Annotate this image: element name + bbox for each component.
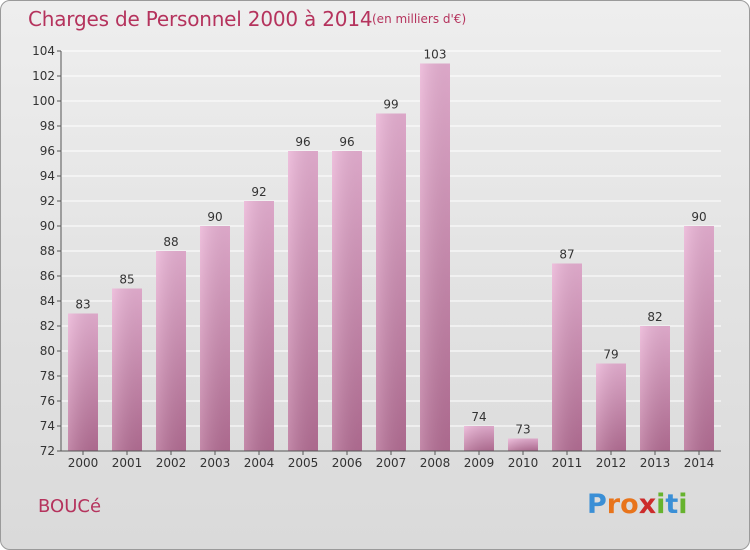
x-tick-label: 2003 [200,456,231,470]
bar-shade [420,63,450,451]
y-tick-label: 74 [40,419,55,433]
bar-shade [508,438,538,451]
x-tick-label: 2013 [640,456,671,470]
data-label: 82 [647,310,662,324]
y-tick-label: 76 [40,394,55,408]
x-tick-label: 2012 [596,456,627,470]
x-tick-label: 2009 [464,456,495,470]
x-tick-label: 2000 [68,456,99,470]
data-label: 103 [424,48,447,62]
x-tick-label: 2014 [684,456,715,470]
x-tick-label: 2010 [508,456,539,470]
logo-letter: P [587,489,607,520]
data-label: 92 [251,185,266,199]
y-tick-label: 88 [40,244,55,258]
logo-letter: t [665,489,679,520]
bar-shade [112,288,142,451]
logo-letter: i [656,489,666,520]
y-tick-label: 84 [40,294,55,308]
bar-shade [200,226,230,451]
chart-title: Charges de Personnel 2000 à 2014 [28,7,373,31]
data-label: 85 [119,273,134,287]
data-label: 73 [515,423,530,437]
y-tick-label: 78 [40,369,55,383]
bar-shade [68,313,98,451]
bar-shade [288,151,318,451]
y-tick-label: 104 [32,44,55,58]
bar-shade [376,113,406,451]
y-tick-label: 100 [32,94,55,108]
data-label: 96 [339,135,354,149]
commune-name: BOUCé [38,496,102,517]
chart-subtitle: (en milliers d'€) [372,12,467,26]
y-tick-label: 80 [40,344,55,358]
bar-shade [244,201,274,451]
logo-letter: i [678,489,688,520]
data-label: 79 [603,348,618,362]
x-tick-label: 2001 [112,456,143,470]
x-tick-label: 2008 [420,456,451,470]
x-tick-label: 2007 [376,456,407,470]
logo-letter: o [620,489,639,520]
x-tick-label: 2004 [244,456,275,470]
data-label: 99 [383,98,398,112]
y-tick-label: 90 [40,219,55,233]
proxiti-logo: Proxiti [587,489,688,520]
bar-shade [332,151,362,451]
y-tick-label: 82 [40,319,55,333]
logo-letter: r [606,489,621,520]
y-tick-label: 98 [40,119,55,133]
bar-shade [684,226,714,451]
bar-shade [640,326,670,451]
bar-shade [596,363,626,451]
data-label: 90 [691,210,706,224]
x-tick-label: 2005 [288,456,319,470]
y-tick-label: 102 [32,69,55,83]
data-label: 74 [471,410,486,424]
bar-shade [552,263,582,451]
x-tick-label: 2006 [332,456,363,470]
data-label: 88 [163,235,178,249]
y-tick-label: 72 [40,444,55,458]
x-tick-label: 2011 [552,456,583,470]
bar-shade [156,251,186,451]
y-tick-label: 94 [40,169,55,183]
bar-shade [464,426,494,451]
data-label: 90 [207,210,222,224]
logo-letter: x [638,489,657,520]
data-label: 83 [75,298,90,312]
x-tick-label: 2002 [156,456,187,470]
data-label: 96 [295,135,310,149]
data-label: 87 [559,248,574,262]
y-tick-label: 96 [40,144,55,158]
y-tick-label: 86 [40,269,55,283]
y-tick-label: 92 [40,194,55,208]
